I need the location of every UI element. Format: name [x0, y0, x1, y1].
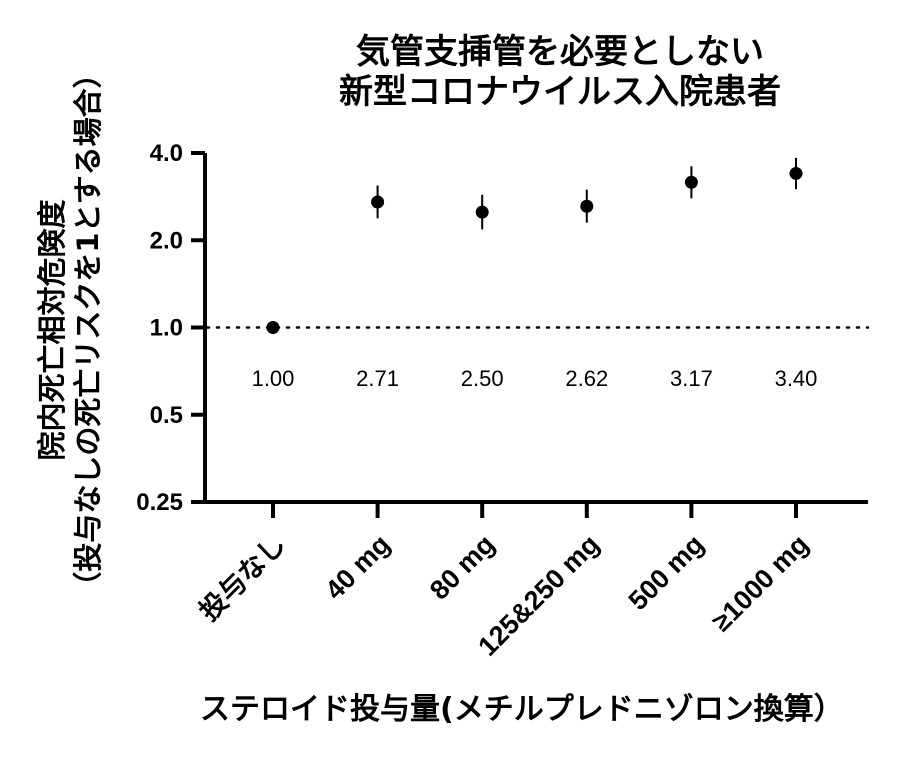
data-label: 2.62	[565, 366, 608, 391]
y-tick-label: 1.0	[150, 315, 183, 342]
data-point	[371, 195, 385, 209]
y-tick-label: 2.0	[150, 227, 183, 254]
data-label: 1.00	[252, 366, 295, 391]
data-point	[789, 166, 803, 180]
y-tick-label: 0.25	[136, 489, 183, 516]
x-axis-label: ステロイド投与量(メチルプレドニゾロン換算）	[200, 692, 844, 727]
x-tick-label: 80 mg	[424, 529, 500, 605]
x-tick-label: 投与なし	[194, 529, 292, 627]
chart-title-line-1: 気管支挿管を必要としない	[356, 32, 764, 72]
y-tick-label: 0.5	[150, 402, 183, 429]
y-tick-label: 4.0	[150, 140, 183, 167]
data-point	[580, 199, 594, 213]
data-label: 2.71	[356, 366, 399, 391]
x-tick-label: 500 mg	[623, 529, 710, 616]
data-label: 3.17	[670, 366, 713, 391]
data-label: 3.40	[775, 366, 818, 391]
chart-title-line-2: 新型コロナウイルス入院患者	[339, 72, 781, 112]
data-point	[684, 175, 698, 189]
data-point	[475, 205, 489, 219]
x-tick-label: ≥1000 mg	[706, 529, 814, 637]
data-label: 2.50	[461, 366, 504, 391]
x-tick-label: 40 mg	[319, 529, 395, 605]
data-point	[266, 321, 280, 334]
